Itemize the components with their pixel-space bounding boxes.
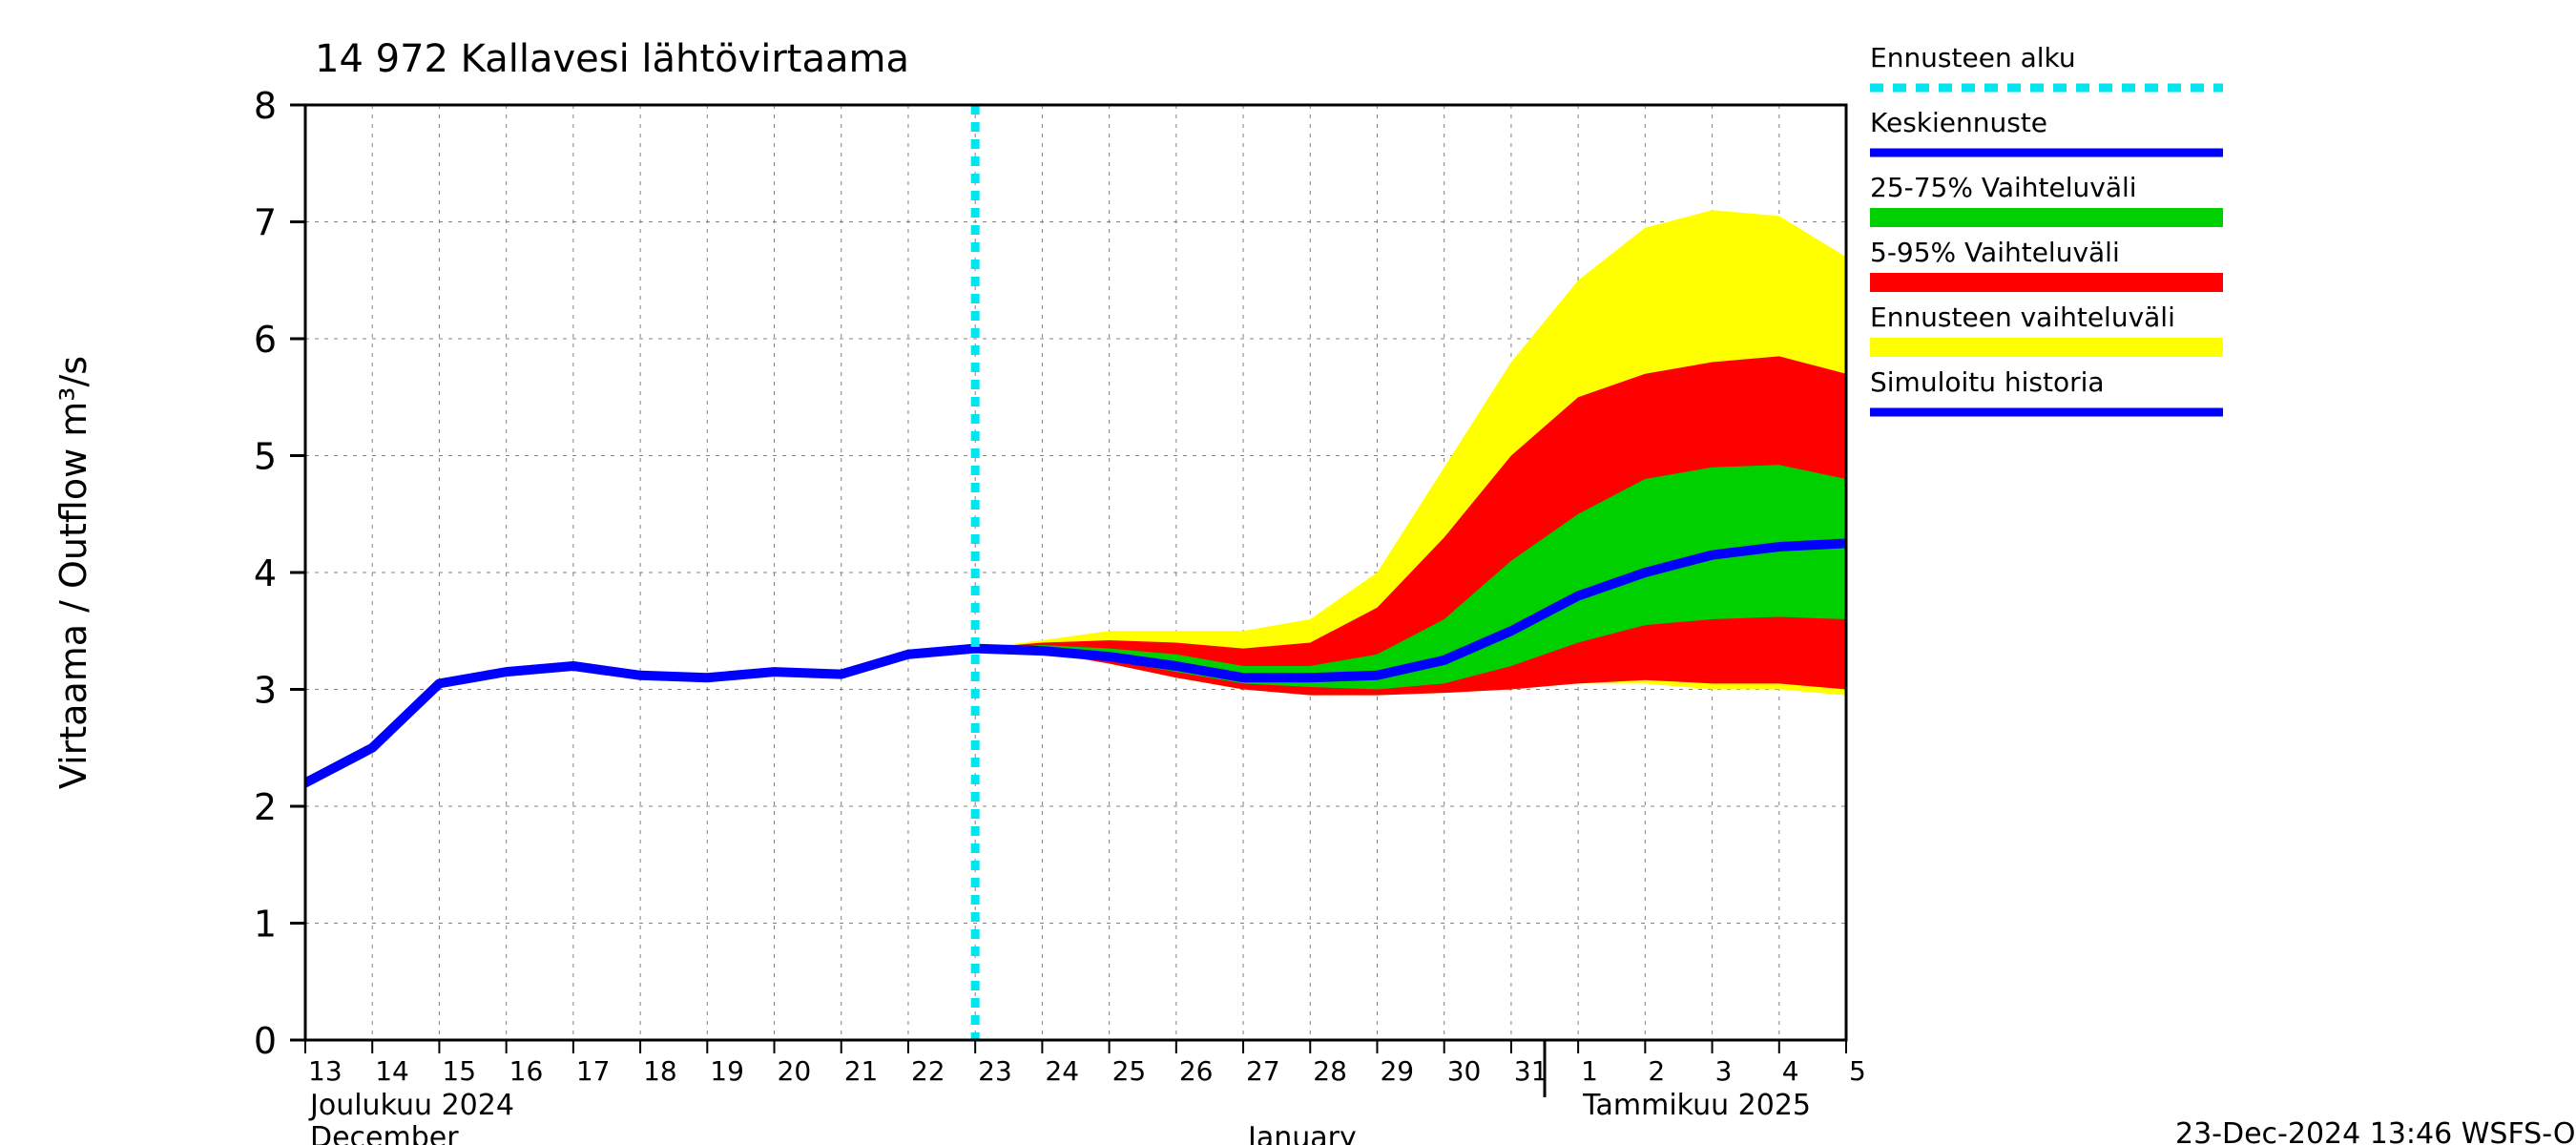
x-tick-label: 17 xyxy=(576,1055,611,1087)
x-tick-label: 24 xyxy=(1045,1055,1079,1087)
chart-title: 14 972 Kallavesi lähtövirtaama xyxy=(315,37,909,81)
legend-swatch xyxy=(1870,273,2223,292)
x-tick-label: 29 xyxy=(1380,1055,1414,1087)
footer-timestamp: 23-Dec-2024 13:46 WSFS-O xyxy=(2175,1117,2576,1145)
y-tick-label: 7 xyxy=(254,202,277,244)
y-tick-label: 4 xyxy=(254,552,277,594)
x-tick-label: 30 xyxy=(1447,1055,1482,1087)
x-tick-label: 19 xyxy=(710,1055,744,1087)
legend-label: Ennusteen alku xyxy=(1870,42,2076,73)
y-tick-label: 5 xyxy=(254,436,277,478)
x-tick-label: 21 xyxy=(844,1055,879,1087)
legend-label: 25-75% Vaihteluväli xyxy=(1870,172,2137,203)
x-tick-label: 13 xyxy=(308,1055,343,1087)
x-tick-label: 4 xyxy=(1782,1055,1799,1087)
y-tick-label: 1 xyxy=(254,904,277,946)
legend-label: Simuloitu historia xyxy=(1870,366,2105,398)
legend-swatch xyxy=(1870,338,2223,357)
x-tick-label: 27 xyxy=(1246,1055,1280,1087)
y-tick-label: 0 xyxy=(254,1020,277,1062)
x-tick-label: 15 xyxy=(442,1055,476,1087)
month-label-fi-left: Joulukuu 2024 xyxy=(308,1089,514,1122)
x-tick-label: 26 xyxy=(1179,1055,1214,1087)
x-tick-label: 5 xyxy=(1849,1055,1866,1087)
x-tick-label: 25 xyxy=(1112,1055,1147,1087)
x-tick-label: 18 xyxy=(643,1055,677,1087)
legend-label: 5-95% Vaihteluväli xyxy=(1870,237,2120,268)
x-tick-label: 16 xyxy=(509,1055,544,1087)
outflow-forecast-chart: 0123456781314151617181920212223242526272… xyxy=(0,0,2576,1145)
y-axis-label: Virtaama / Outflow m³/s xyxy=(52,356,94,789)
x-tick-label: 23 xyxy=(978,1055,1012,1087)
x-tick-label: 22 xyxy=(911,1055,945,1087)
month-label-fi-right: Tammikuu 2025 xyxy=(1582,1089,1811,1122)
x-tick-label: 31 xyxy=(1514,1055,1548,1087)
legend-label: Keskiennuste xyxy=(1870,107,2047,138)
y-tick-label: 6 xyxy=(254,319,277,361)
x-tick-label: 14 xyxy=(375,1055,409,1087)
y-tick-label: 8 xyxy=(254,85,277,127)
x-tick-label: 3 xyxy=(1715,1055,1733,1087)
legend-swatch xyxy=(1870,208,2223,227)
y-tick-label: 2 xyxy=(254,786,277,828)
x-tick-label: 1 xyxy=(1581,1055,1598,1087)
chart-container: 0123456781314151617181920212223242526272… xyxy=(0,0,2576,1145)
month-label-en-mid: January xyxy=(1246,1121,1357,1145)
x-tick-label: 20 xyxy=(778,1055,812,1087)
x-tick-label: 28 xyxy=(1313,1055,1347,1087)
y-tick-label: 3 xyxy=(254,670,277,712)
x-tick-label: 2 xyxy=(1648,1055,1665,1087)
month-label-en-left: December xyxy=(310,1121,459,1145)
legend-label: Ennusteen vaihteluväli xyxy=(1870,302,2175,333)
